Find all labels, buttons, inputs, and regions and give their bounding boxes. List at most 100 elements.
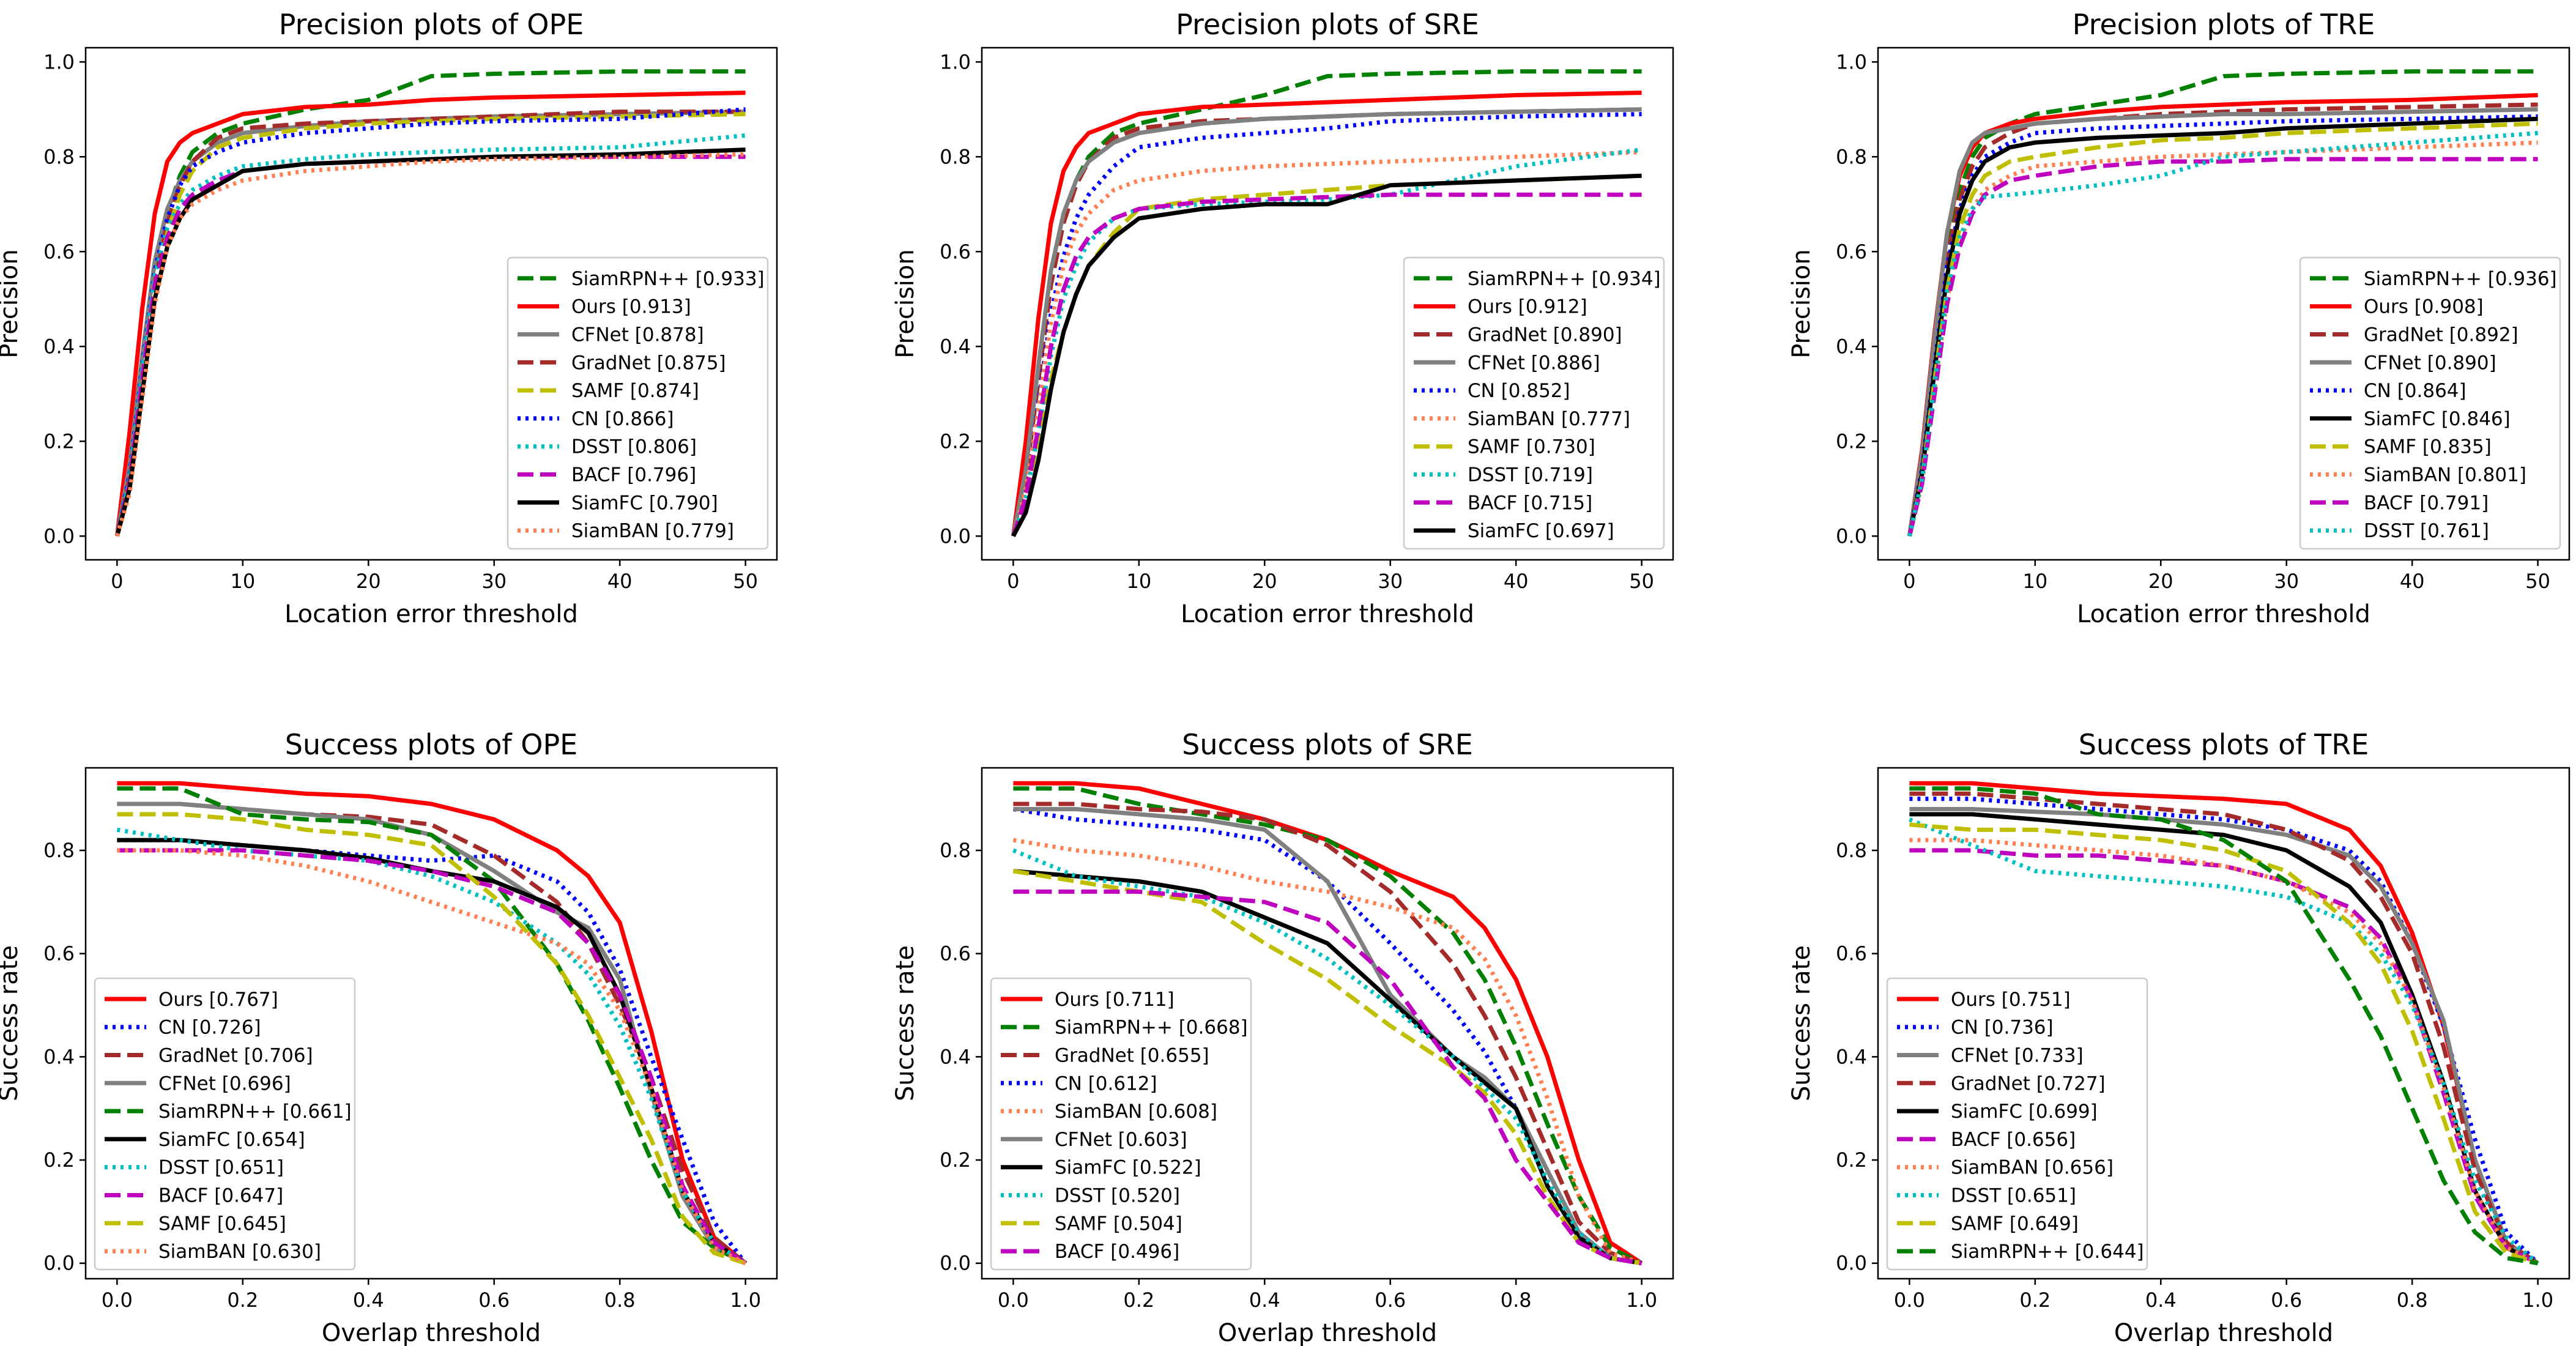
x-tick-label: 10 <box>230 570 255 593</box>
y-tick-label: 0.0 <box>43 1252 75 1275</box>
series-line-dsst <box>1909 817 2539 1265</box>
legend-box <box>2299 256 2561 550</box>
series-lines <box>1909 781 2540 1266</box>
x-tick-label: 0.4 <box>2145 1288 2177 1312</box>
legend-box <box>990 977 1252 1271</box>
y-tick-label: 0.8 <box>940 145 971 168</box>
series-line-dsst <box>1907 131 2538 537</box>
x-tick-label: 50 <box>1629 570 1654 593</box>
x-tick-label: 20 <box>1252 570 1277 593</box>
x-tick-label: 0.0 <box>998 1288 1029 1312</box>
x-tick-label: 40 <box>1504 570 1529 593</box>
legend-label-samf: SAMF [0.874] <box>571 380 699 402</box>
series-line-ours <box>117 781 747 1265</box>
series-line-siamrpn <box>1909 786 2539 1266</box>
legend-label-cfnet: CFNet [0.696] <box>158 1073 291 1095</box>
y-tick-label: 0.8 <box>43 839 75 862</box>
x-tick-label: 0.0 <box>1894 1288 1925 1312</box>
legend-label-cn: CN [0.726] <box>158 1017 261 1039</box>
x-tick-label: 0.2 <box>2019 1288 2051 1312</box>
x-axis-label: Overlap threshold <box>1218 1319 1437 1346</box>
series-line-siamfc <box>1011 173 1642 537</box>
y-tick-label: 0.0 <box>1836 1252 1867 1275</box>
x-tick-label: 20 <box>2148 570 2173 593</box>
y-tick-label: 0.2 <box>940 429 971 453</box>
x-tick-label: 1.0 <box>2522 1288 2553 1312</box>
series-line-samf <box>1909 822 2539 1266</box>
y-tick-label: 0.6 <box>1836 942 1867 965</box>
y-tick-label: 0.4 <box>43 335 75 358</box>
series-line-bacf <box>117 848 747 1265</box>
x-tick-label: 0.4 <box>1249 1288 1280 1312</box>
y-tick-label: 0.0 <box>940 1252 971 1275</box>
y-tick-label: 1.0 <box>940 50 971 73</box>
legend-label-dsst: DSST [0.806] <box>571 436 697 458</box>
series-lines <box>114 69 746 537</box>
legend-label-ours: Ours [0.912] <box>1468 296 1587 318</box>
legend-label-siamban: SiamBAN [0.801] <box>2364 464 2526 486</box>
x-tick-label: 0.6 <box>478 1288 510 1312</box>
legend-label-dsst: DSST [0.761] <box>2364 520 2489 542</box>
legend-label-cn: CN [0.736] <box>1951 1017 2054 1039</box>
x-tick-label: 20 <box>356 570 381 593</box>
legend-box <box>507 256 769 550</box>
x-tick-label: 0.8 <box>1501 1288 1532 1312</box>
y-tick-label: 0.8 <box>1836 839 1867 862</box>
x-tick-label: 0.6 <box>1375 1288 1406 1312</box>
x-tick-label: 0 <box>1903 570 1915 593</box>
series-line-bacf <box>1011 192 1642 537</box>
x-axis-label: Overlap threshold <box>322 1319 541 1346</box>
y-tick-label: 0.0 <box>940 524 971 548</box>
x-tick-label: 0.8 <box>2397 1288 2428 1312</box>
legend-label-samf: SAMF [0.730] <box>1468 436 1595 458</box>
series-lines <box>1012 781 1643 1266</box>
chart-title: Success plots of OPE <box>285 728 578 761</box>
plot-frame <box>981 767 1674 1280</box>
chart-precision-plots-of-tre: 0 10 20 30 40 50 0.0 0.2 0.4 0.6 0.8 1.0 Precision p… <box>1787 8 2570 628</box>
x-tick-label: 10 <box>1126 570 1151 593</box>
legend-label-siamrpn: SiamRPN++ [0.934] <box>1468 268 1661 290</box>
y-axis-label: Precision <box>1787 249 1816 358</box>
x-tick-label: 0 <box>111 570 123 593</box>
legend-box <box>1403 256 1665 550</box>
y-tick-label: 1.0 <box>1836 50 1867 73</box>
legend-label-dsst: DSST [0.651] <box>1951 1185 2076 1207</box>
x-tick-label: 1.0 <box>1626 1288 1657 1312</box>
x-tick-label: 0.8 <box>604 1288 636 1312</box>
legend-label-siamfc: SiamFC [0.846] <box>2364 408 2511 430</box>
legend-label-cfnet: CFNet [0.733] <box>1951 1045 2084 1067</box>
series-line-siamrpn <box>117 786 747 1265</box>
plot-frame <box>84 767 778 1280</box>
chart-title: Precision plots of SRE <box>1176 8 1479 41</box>
legend: Ours [0.767] CN [0.726] GradNet [0.706] CFN… <box>94 977 356 1271</box>
legend-label-samf: SAMF [0.504] <box>1055 1213 1182 1235</box>
legend-label-gradnet: GradNet [0.890] <box>1468 324 1622 346</box>
legend-label-siamrpn: SiamRPN++ [0.661] <box>158 1101 352 1123</box>
plot-frame <box>84 46 778 561</box>
y-tick-label: 0.8 <box>43 145 75 168</box>
legend-label-siamban: SiamBAN [0.777] <box>1468 408 1630 430</box>
legend-label-dsst: DSST [0.651] <box>158 1157 284 1179</box>
series-line-cn <box>1909 797 2540 1265</box>
legend-label-siamban: SiamBAN [0.779] <box>571 520 734 542</box>
legend-label-gradnet: GradNet [0.892] <box>2364 324 2518 346</box>
chart-title: Precision plots of OPE <box>279 8 584 41</box>
legend-label-dsst: DSST [0.719] <box>1468 464 1593 486</box>
series-line-gradnet <box>1909 791 2539 1265</box>
y-tick-label: 0.6 <box>940 942 971 965</box>
legend-label-bacf: BACF [0.796] <box>571 464 696 486</box>
x-tick-label: 0 <box>1007 570 1019 593</box>
x-tick-label: 50 <box>733 570 758 593</box>
legend-label-bacf: BACF [0.715] <box>1468 492 1592 514</box>
legend-label-cn: CN [0.864] <box>2364 380 2467 402</box>
chart-precision-plots-of-ope: 0 10 20 30 40 50 0.0 0.2 0.4 0.6 0.8 1.0 Precision p… <box>0 8 778 628</box>
chart-title: Success plots of SRE <box>1182 728 1473 761</box>
y-tick-label: 0.4 <box>1836 335 1867 358</box>
x-tick-label: 0.4 <box>353 1288 384 1312</box>
legend-label-ours: Ours [0.751] <box>1951 989 2071 1011</box>
x-tick-label: 30 <box>1378 570 1403 593</box>
x-tick-label: 0.2 <box>1123 1288 1154 1312</box>
series-line-siamrpn <box>1013 786 1643 1265</box>
legend-box <box>1886 977 2148 1271</box>
legend-label-siamban: SiamBAN [0.608] <box>1055 1101 1217 1123</box>
